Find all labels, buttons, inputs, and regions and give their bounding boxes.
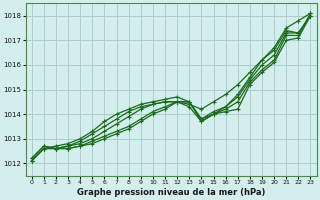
X-axis label: Graphe pression niveau de la mer (hPa): Graphe pression niveau de la mer (hPa) [77,188,265,197]
